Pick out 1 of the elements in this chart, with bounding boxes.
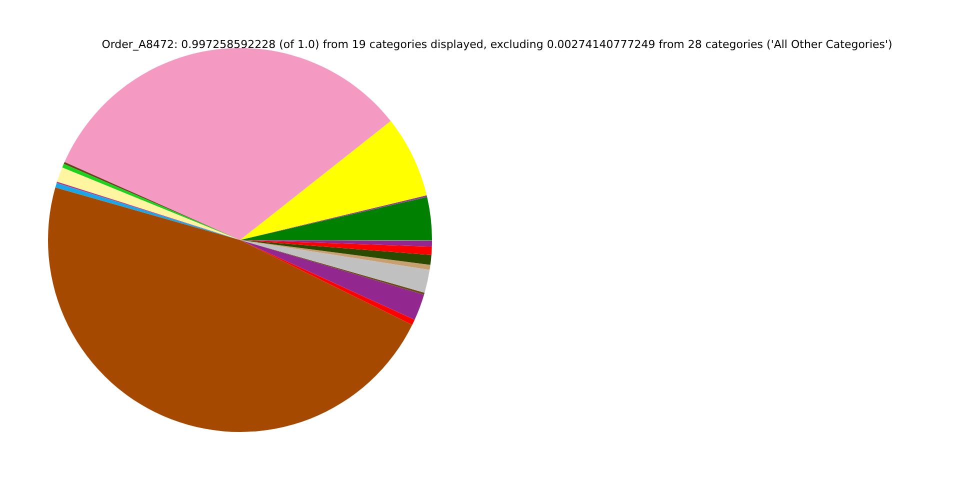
text: Order_A8472: 0.997258592228 (of 1.0) from 19 categories displayed, excluding 0.00274140777249 from 28 categories ('All Other Categories') bbox=[102, 38, 892, 51]
